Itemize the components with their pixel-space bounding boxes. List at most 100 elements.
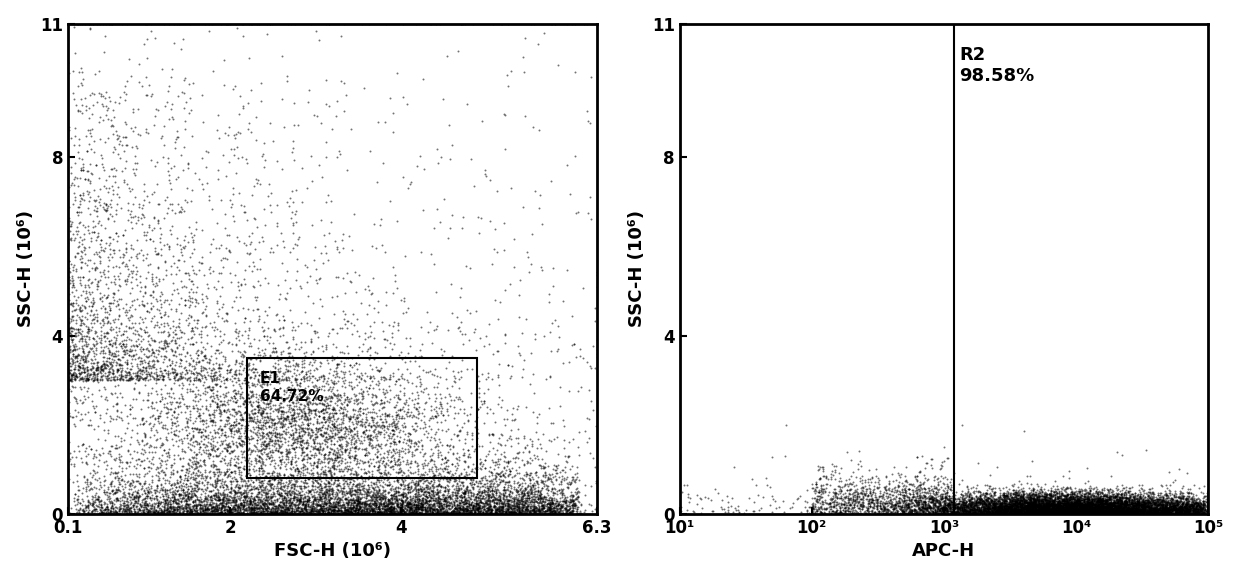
Point <box>265 445 285 454</box>
Point <box>312 173 332 182</box>
Point <box>950 503 970 512</box>
Point <box>1176 508 1195 518</box>
Point <box>937 508 957 517</box>
Point <box>1151 500 1171 509</box>
Point <box>996 506 1016 515</box>
Point <box>1135 508 1154 518</box>
Point <box>1027 500 1047 509</box>
Point <box>372 500 392 509</box>
Point <box>1049 504 1069 513</box>
Point <box>190 414 210 423</box>
Point <box>568 492 588 501</box>
Point <box>1035 508 1055 517</box>
Point <box>1080 503 1100 512</box>
Point <box>315 472 335 481</box>
Point <box>959 492 978 501</box>
Point <box>961 504 981 513</box>
Point <box>520 447 539 456</box>
Point <box>244 261 264 270</box>
Point <box>500 508 520 517</box>
Point <box>804 503 823 512</box>
Point <box>1050 495 1070 504</box>
Point <box>314 400 334 409</box>
Point <box>1122 495 1142 504</box>
Point <box>904 506 924 515</box>
Point <box>73 507 93 516</box>
Point <box>1038 503 1058 512</box>
Point <box>976 489 996 498</box>
Point <box>185 389 205 399</box>
Point <box>203 494 223 503</box>
Point <box>171 369 191 379</box>
Point <box>1037 503 1056 512</box>
Point <box>108 366 128 375</box>
Point <box>484 502 503 511</box>
Point <box>889 477 909 486</box>
Point <box>125 497 145 506</box>
Point <box>1084 508 1104 518</box>
Point <box>1177 492 1197 501</box>
Point <box>393 172 413 181</box>
Point <box>552 499 572 508</box>
Point <box>61 298 81 308</box>
Point <box>94 246 114 255</box>
Point <box>319 447 339 456</box>
Point <box>497 507 517 516</box>
Point <box>1086 498 1106 507</box>
Point <box>319 454 339 463</box>
Point <box>412 502 432 511</box>
Point <box>1078 500 1097 509</box>
Point <box>77 365 97 374</box>
Point <box>177 505 197 515</box>
Point <box>961 493 981 502</box>
Point <box>298 404 317 414</box>
Point <box>234 489 254 498</box>
Point <box>1112 485 1132 494</box>
Point <box>371 492 391 501</box>
Point <box>410 498 430 507</box>
Point <box>397 505 417 515</box>
Point <box>361 331 381 340</box>
Point <box>343 420 363 429</box>
Point <box>973 501 993 510</box>
Point <box>988 503 1008 512</box>
Point <box>352 391 372 400</box>
Point <box>1037 499 1056 508</box>
Point <box>404 509 424 518</box>
Point <box>1084 503 1104 512</box>
Point <box>1174 505 1194 515</box>
Point <box>1163 501 1183 511</box>
Point <box>1056 507 1076 516</box>
Point <box>260 451 280 460</box>
Point <box>267 501 286 510</box>
Point <box>108 365 128 374</box>
Point <box>155 485 175 494</box>
Point <box>321 393 341 402</box>
Point <box>175 117 195 126</box>
Point <box>1107 490 1127 499</box>
Point <box>374 388 394 397</box>
Point <box>1027 497 1047 506</box>
Point <box>337 479 357 489</box>
Point <box>1044 497 1064 506</box>
Point <box>1141 507 1161 516</box>
Point <box>304 494 324 503</box>
Point <box>77 146 97 155</box>
Point <box>131 485 151 494</box>
Point <box>496 507 516 516</box>
Point <box>73 439 93 448</box>
Point <box>393 427 413 436</box>
Point <box>205 499 224 508</box>
Point <box>1004 488 1024 497</box>
Point <box>1161 501 1180 510</box>
Point <box>549 479 569 489</box>
Point <box>1083 496 1102 505</box>
Point <box>381 351 401 360</box>
Point <box>1081 501 1101 510</box>
Point <box>241 425 260 434</box>
Point <box>928 508 947 518</box>
Point <box>900 508 920 517</box>
Point <box>179 506 198 515</box>
Point <box>1126 509 1146 518</box>
Point <box>195 504 215 514</box>
